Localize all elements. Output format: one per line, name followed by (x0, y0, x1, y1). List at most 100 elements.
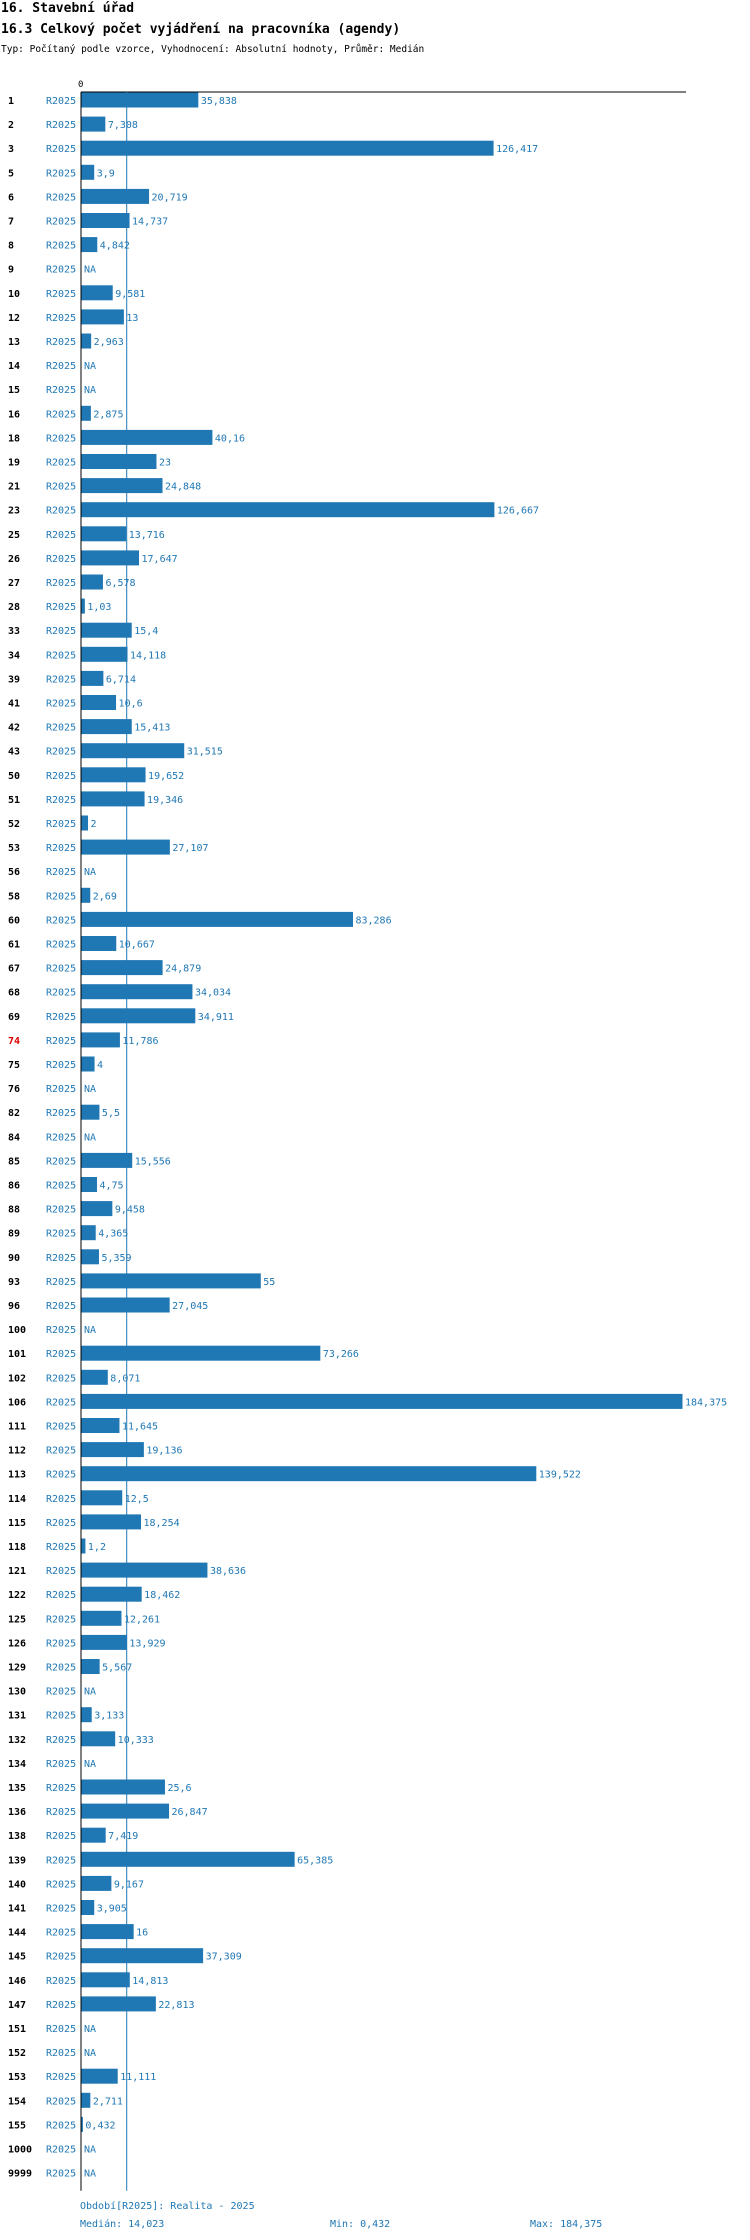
category-label: 96 (8, 1301, 20, 1312)
data-bar (81, 1972, 130, 1988)
series-label: R2025 (46, 988, 76, 999)
data-label: 11,111 (120, 2072, 156, 2083)
footer-period: Období[R2025]: Realita - 2025 (80, 2201, 255, 2212)
data-bar (81, 1225, 96, 1241)
series-label: R2025 (46, 1277, 76, 1288)
data-bar (81, 1177, 97, 1192)
category-label: 135 (8, 1783, 26, 1794)
series-label: R2025 (46, 1614, 76, 1625)
category-label: 139 (8, 1855, 26, 1866)
series-label: R2025 (46, 626, 76, 637)
data-bar (81, 911, 353, 927)
category-label: 112 (8, 1446, 26, 1457)
data-label: NA (84, 1084, 96, 1095)
category-label: 154 (8, 2096, 26, 2107)
category-label: 2 (8, 120, 14, 131)
series-label: R2025 (46, 1663, 76, 1674)
series-label: R2025 (46, 1976, 76, 1987)
data-label: 24,848 (165, 482, 201, 493)
category-label: 53 (8, 843, 20, 854)
data-bar (81, 1924, 134, 1940)
series-label: R2025 (46, 650, 76, 661)
series-label: R2025 (46, 1036, 76, 1047)
series-label: R2025 (46, 168, 76, 179)
series-label: R2025 (46, 1349, 76, 1360)
data-label: 25,6 (167, 1783, 191, 1794)
category-label: 67 (8, 964, 20, 975)
data-label: 6,578 (105, 578, 135, 589)
data-label: 14,118 (130, 650, 166, 661)
series-label: R2025 (46, 1084, 76, 1095)
data-bar (81, 719, 132, 735)
series-label: R2025 (46, 433, 76, 444)
page-title: 16. Stavební úřad (1, 1, 135, 16)
chart-type-line: Typ: Počítaný podle vzorce, Vyhodnocení:… (1, 44, 425, 55)
data-label: NA (84, 2169, 96, 2180)
data-label: 3,9 (97, 168, 115, 179)
data-bar (81, 1996, 156, 2012)
data-label: 15,413 (134, 723, 170, 734)
data-bar (81, 1490, 123, 1506)
series-label: R2025 (46, 674, 76, 685)
category-label: 10 (8, 289, 20, 300)
series-label: R2025 (46, 1904, 76, 1915)
data-bar (81, 2068, 118, 2084)
category-label: 1000 (8, 2145, 32, 2156)
data-label: 34,034 (195, 988, 231, 999)
series-label: R2025 (46, 120, 76, 131)
category-label: 136 (8, 1807, 26, 1818)
series-label: R2025 (46, 723, 76, 734)
series-label: R2025 (46, 1518, 76, 1529)
footer-max: Max: 184,375 (530, 2219, 603, 2230)
data-bar (81, 1659, 100, 1674)
data-label: 18,254 (144, 1518, 180, 1529)
category-label: 144 (8, 1928, 26, 1939)
category-label: 68 (8, 988, 20, 999)
series-label: R2025 (46, 1542, 76, 1553)
category-label: 25 (8, 530, 20, 541)
series-label: R2025 (46, 1060, 76, 1071)
data-label: 14,737 (132, 217, 168, 228)
category-label: 151 (8, 2024, 26, 2035)
data-label: 23 (159, 458, 171, 469)
data-bar (81, 2092, 91, 2108)
data-bar (81, 1056, 95, 1072)
series-label: R2025 (46, 337, 76, 348)
data-label: NA (84, 1132, 96, 1143)
data-label: 18,462 (144, 1590, 180, 1601)
data-label: 37,309 (206, 1952, 242, 1963)
series-label: R2025 (46, 1638, 76, 1649)
series-label: R2025 (46, 867, 76, 878)
data-bar (81, 1827, 106, 1843)
category-label: 82 (8, 1108, 20, 1119)
category-label: 15 (8, 385, 20, 396)
series-label: R2025 (46, 2024, 76, 2035)
data-label: 15,4 (134, 626, 158, 637)
data-label: NA (84, 361, 96, 372)
data-label: 6,714 (106, 674, 136, 685)
x-axis-zero-label: 0 (78, 80, 83, 90)
data-label: 4,365 (98, 1229, 128, 1240)
data-label: 26,847 (172, 1807, 208, 1818)
data-bar (81, 188, 150, 204)
category-label: 8 (8, 241, 14, 252)
series-label: R2025 (46, 1759, 76, 1770)
data-label: 34,911 (198, 1012, 234, 1023)
data-label: 3,905 (97, 1904, 127, 1915)
data-label: 14,813 (132, 1976, 168, 1987)
category-label: 113 (8, 1470, 26, 1481)
data-bar (81, 1562, 208, 1578)
category-label: 153 (8, 2072, 26, 2083)
category-label: 126 (8, 1638, 26, 1649)
data-label: 9,458 (115, 1205, 145, 1216)
category-label: 84 (8, 1132, 20, 1143)
data-label: 10,667 (119, 940, 155, 951)
data-bar (81, 1948, 204, 1964)
series-label: R2025 (46, 1012, 76, 1023)
data-bar (81, 213, 130, 228)
series-label: R2025 (46, 530, 76, 541)
data-bar (81, 1466, 537, 1482)
category-label: 34 (8, 650, 20, 661)
data-bar (81, 1008, 196, 1024)
category-label: 3 (8, 144, 14, 155)
